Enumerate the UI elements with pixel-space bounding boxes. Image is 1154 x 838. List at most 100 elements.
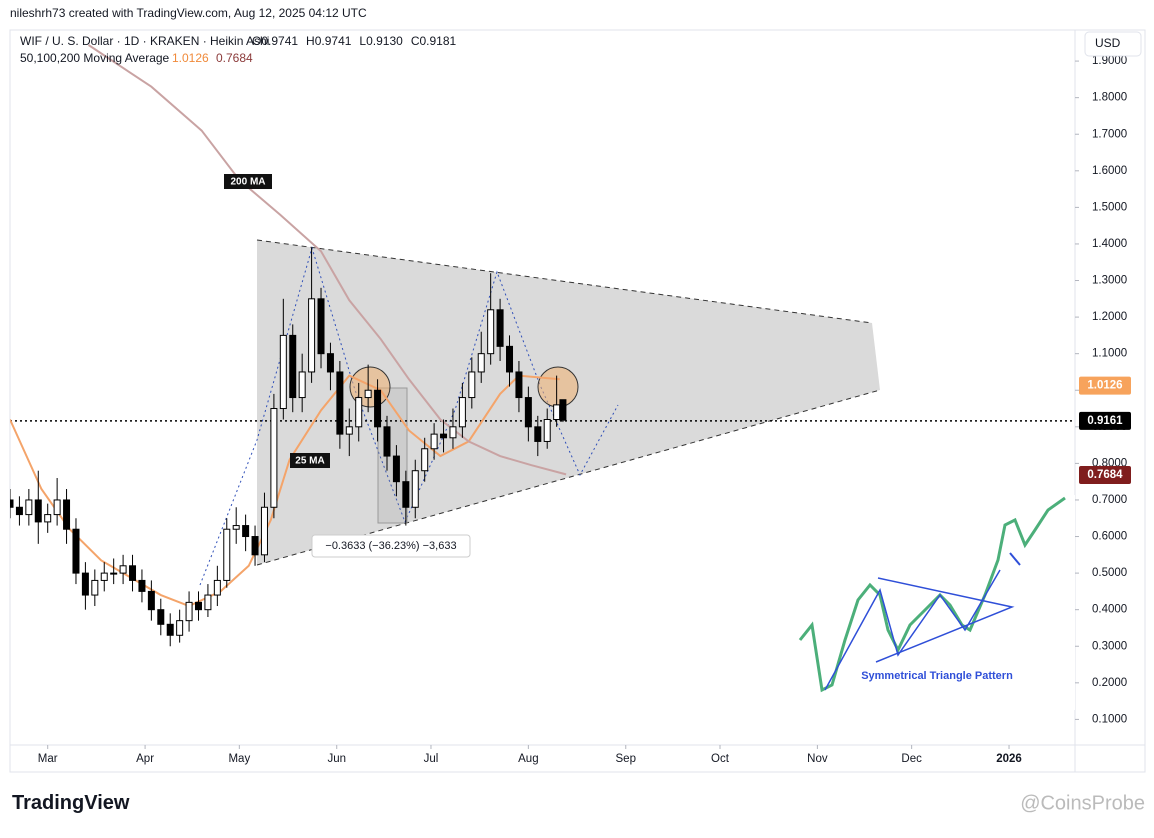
y-tick-label: 0.2000: [1092, 677, 1127, 689]
candle-body: [176, 620, 184, 636]
watermark: @CoinsProbe: [1020, 792, 1145, 814]
candle-body: [374, 389, 382, 428]
x-tick-label: Oct: [711, 753, 730, 765]
x-tick-label: Sep: [616, 753, 636, 765]
candle-body: [515, 371, 523, 399]
y-tick-label: 1.2000: [1092, 311, 1127, 323]
candle-body: [81, 572, 89, 596]
ohlc: O0.9741 H0.9741 L0.9130 C0.9181: [252, 34, 457, 48]
ohlc-value: O0.9741: [252, 34, 298, 48]
x-tick-label: Mar: [38, 753, 58, 765]
candle-body: [185, 601, 193, 622]
candle-body: [119, 565, 127, 574]
x-tick-label: 2026: [996, 753, 1022, 765]
currency: USD: [1095, 36, 1121, 50]
candle-body: [317, 298, 325, 355]
highlight-circle: [537, 366, 579, 408]
candle-body: [458, 397, 466, 428]
inset-path: [824, 569, 1001, 691]
candle-body: [232, 525, 240, 530]
y-tick-label: 0.6000: [1092, 531, 1127, 543]
upper-trendline: [256, 239, 873, 324]
ohlc-value: L0.9130: [359, 34, 403, 48]
axes: 0.1000 0.2000 0.3000 0.4000 0.5000 0.6000 0.70…: [38, 55, 1131, 765]
brand: TradingView: [12, 792, 130, 814]
credit: nileshrh73 created with TradingView.com,…: [10, 6, 367, 20]
ohlc-value: H0.9741: [306, 34, 352, 48]
y-tick-label: 0.7000: [1092, 494, 1127, 506]
title: WIF / U. S. Dollar · 1D · KRAKEN · Heiki…: [20, 34, 269, 48]
candle-body: [100, 572, 108, 581]
candle-body: [110, 572, 118, 575]
candle-body: [129, 565, 137, 581]
price-tag-label: 0.9161: [1087, 415, 1123, 427]
candle-body: [559, 399, 567, 421]
candle-body: [242, 525, 250, 538]
candle-body: [147, 590, 155, 611]
y-tick-label: 1.3000: [1092, 275, 1127, 287]
candle-body: [383, 426, 391, 457]
candle-body: [355, 397, 363, 428]
candle-body: [251, 536, 259, 556]
inset-price: [798, 496, 1066, 693]
y-tick-label: 0.1000: [1092, 713, 1127, 725]
y-tick-label: 0.4000: [1092, 604, 1127, 616]
candle-body: [44, 514, 52, 523]
y-tick-label: 1.1000: [1092, 348, 1127, 360]
candle-body: [63, 499, 71, 530]
currency-button[interactable]: [1084, 31, 1142, 57]
measure-box: [377, 387, 408, 524]
candle-body: [402, 481, 410, 508]
x-tick-label: Apr: [136, 753, 154, 765]
price-tag: [1079, 376, 1131, 395]
candle-body: [326, 353, 334, 373]
x-tick-label: May: [228, 753, 250, 765]
x-tick-label: Dec: [901, 753, 922, 765]
candle-body: [279, 334, 287, 410]
inset-triangle: [875, 577, 1015, 663]
x-tick-label: Jul: [424, 753, 439, 765]
y-tick-label: 1.9000: [1092, 55, 1127, 67]
y-tick-label: 1.6000: [1092, 165, 1127, 177]
candle-body: [430, 433, 438, 450]
candle-body: [553, 404, 561, 421]
candle-body: [506, 345, 514, 373]
candle-body: [138, 579, 146, 592]
candle-body: [449, 426, 457, 439]
ma-value: 1.0126: [172, 51, 209, 65]
x-tick-label: Jun: [327, 753, 346, 765]
moving-average: [10, 374, 560, 608]
candle-body: [364, 389, 372, 399]
candle-body: [53, 499, 61, 516]
x-tick-label: Nov: [807, 753, 828, 765]
candle-body: [477, 353, 485, 373]
frame: [9, 29, 1146, 773]
candle-body: [524, 397, 532, 428]
candle-body: [487, 309, 495, 355]
candle-body: [194, 601, 202, 611]
candle-body: [270, 408, 278, 508]
x-tick-label: Aug: [518, 753, 538, 765]
candle-body: [298, 371, 306, 399]
candle-body: [336, 371, 344, 435]
candle-body: [15, 506, 23, 516]
candle-body: [223, 528, 231, 581]
candle-body: [421, 448, 429, 472]
candle-body: [10, 499, 14, 508]
moving-average: [87, 44, 567, 476]
measure-label-box: [311, 534, 471, 558]
candle-body: [91, 579, 99, 596]
y-tick-label: 0.3000: [1092, 640, 1127, 652]
candle-body: [411, 470, 419, 508]
candle-body: [308, 298, 316, 373]
candle-body: [440, 433, 448, 439]
y-tick-label: 0.5000: [1092, 567, 1127, 579]
ma-label: 25 MA: [295, 456, 324, 467]
candle-body: [543, 419, 551, 442]
plot: [10, 44, 1075, 647]
candle-body: [289, 334, 297, 399]
y-tick-label: 1.7000: [1092, 128, 1127, 140]
price-tag-label: 1.0126: [1087, 380, 1122, 392]
label-box: [290, 453, 330, 468]
inset-label: Symmetrical Triangle Pattern: [861, 670, 1013, 682]
